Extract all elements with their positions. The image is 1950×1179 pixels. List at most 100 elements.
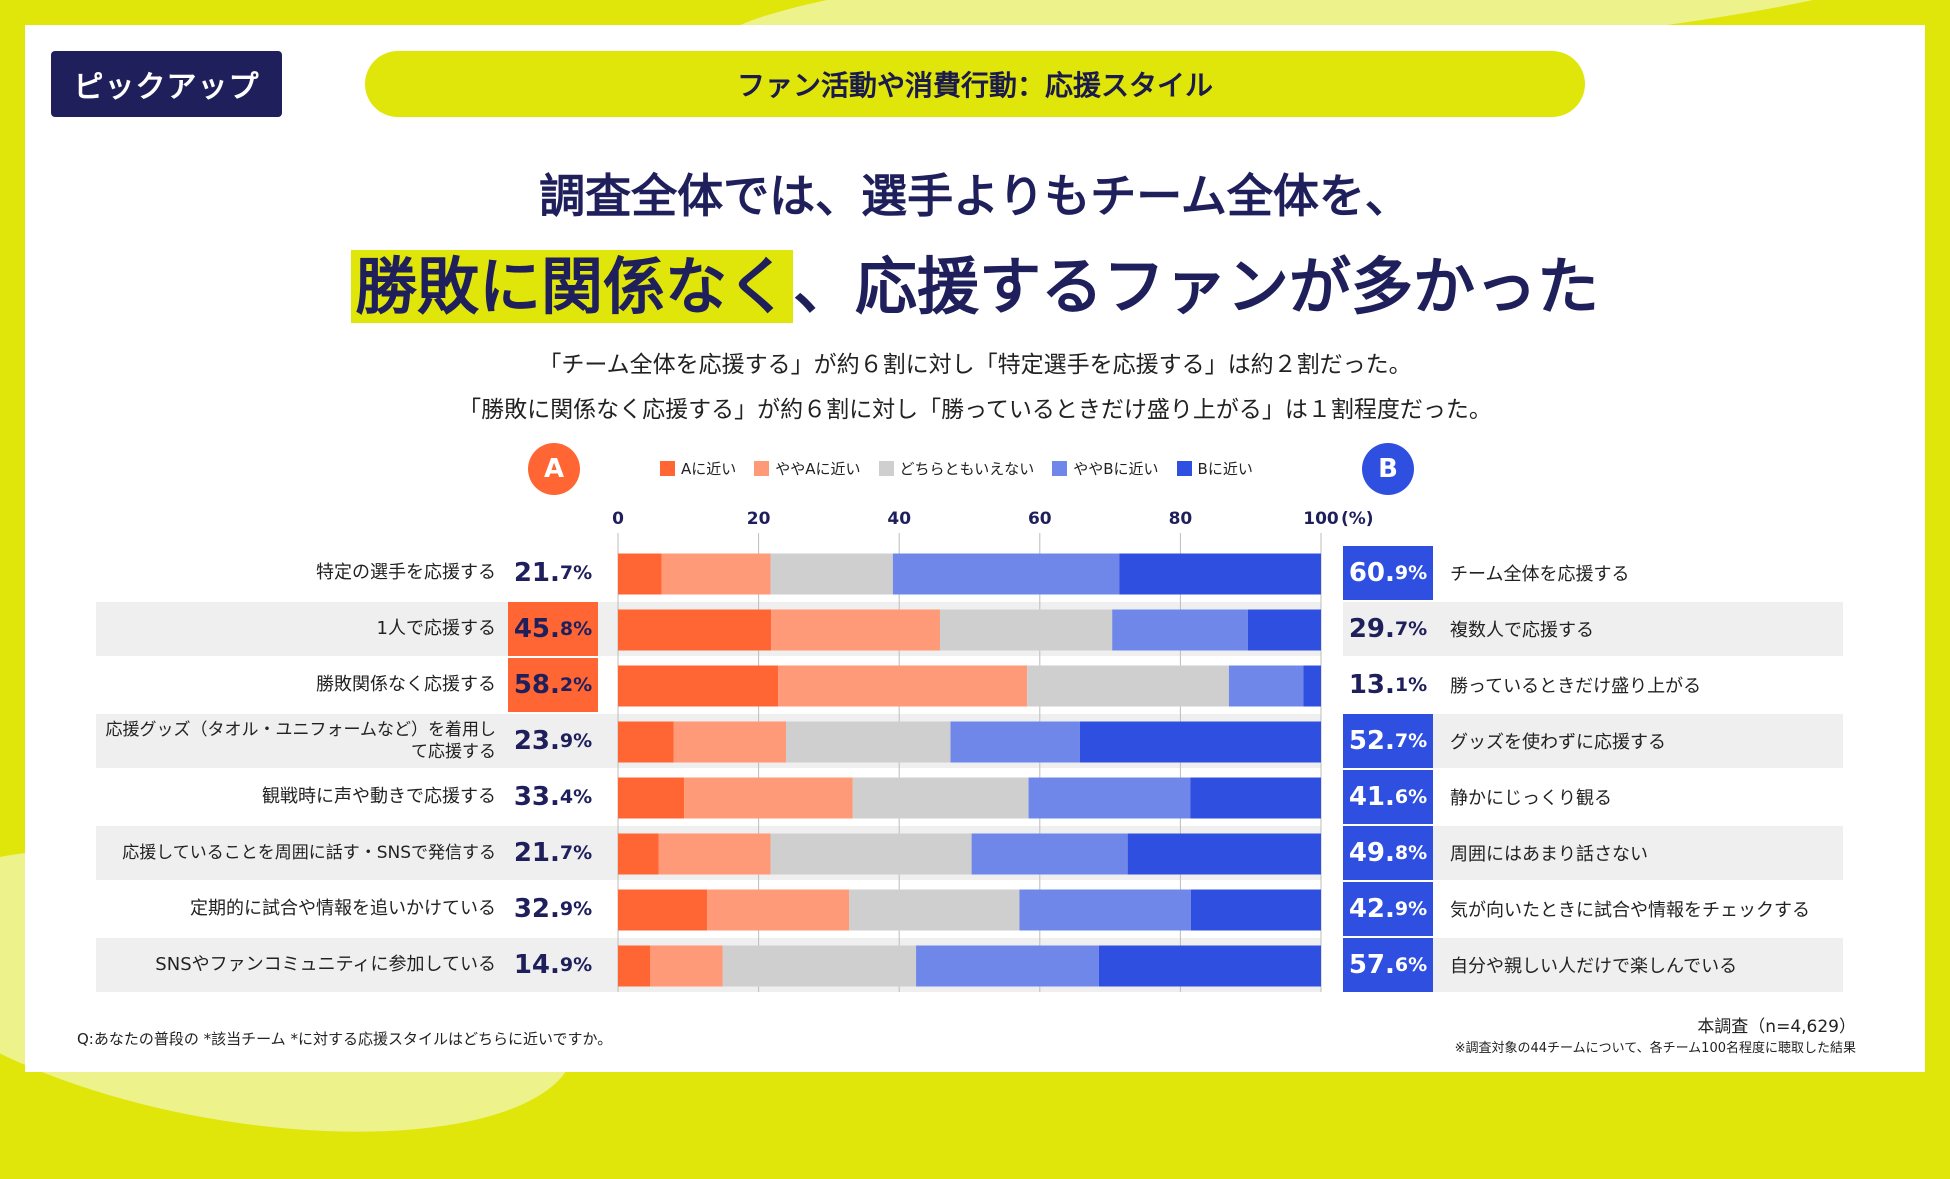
row-label-a: 応援グッズ（タオル・ユニフォームなど）を着用して応援する bbox=[105, 720, 497, 762]
bar-segment bbox=[673, 721, 787, 763]
bar-segment bbox=[1098, 945, 1321, 987]
value-a: 32. 9% bbox=[513, 894, 593, 924]
bar-segment bbox=[618, 889, 708, 931]
legend-label: Bに近い bbox=[1197, 460, 1253, 478]
bar-segment bbox=[722, 945, 917, 987]
legend-item: Bに近い bbox=[1176, 458, 1253, 479]
bar-segment bbox=[770, 553, 893, 595]
bar-segment bbox=[618, 609, 772, 651]
row-label-b: 気が向いたときに試合や情報をチェックする bbox=[1450, 900, 1810, 921]
bar-segment bbox=[1027, 665, 1229, 707]
value-b: 41. 6% bbox=[1343, 770, 1433, 824]
row-label-b: 複数人で応援する bbox=[1450, 620, 1594, 641]
bar-segment bbox=[1079, 721, 1321, 763]
value-b: 49. 8% bbox=[1343, 826, 1433, 880]
bar-segment bbox=[684, 777, 853, 819]
value-b: 42. 9% bbox=[1343, 882, 1433, 936]
bar-segment bbox=[1019, 889, 1191, 931]
bar-segment bbox=[852, 777, 1029, 819]
row-label-a: SNSやファンコミュニティに参加している bbox=[155, 954, 496, 975]
value-a: 14. 9% bbox=[513, 950, 593, 980]
x-tick-label: 60 bbox=[1028, 509, 1052, 529]
headline-highlight: 勝敗に関係なく bbox=[350, 250, 793, 323]
subtitle-line2: 「勝敗に関係なく応援する」が約６割に対し「勝っているときだけ盛り上がる」は１割程… bbox=[458, 397, 1492, 423]
row-label-a: 観戦時に声や動きで応援する bbox=[262, 786, 496, 807]
value-a: 23. 9% bbox=[513, 726, 593, 756]
bar-segment bbox=[950, 721, 1080, 763]
headline-line2: 勝敗に関係なく、応援するファンが多かった bbox=[0, 236, 1950, 326]
survey-size: 本調査（n=4,629） bbox=[1697, 1017, 1856, 1037]
pickup-badge: ピックアップ bbox=[51, 51, 282, 117]
chart-legend: Aに近い ややAに近い どちらともいえない ややBに近い Bに近い bbox=[660, 458, 1253, 479]
legend-swatch bbox=[1052, 461, 1068, 476]
legend-swatch bbox=[754, 461, 770, 476]
question-footnote: Q:あなたの普段の *該当チーム *に対する応援スタイルはどちらに近いですか。 bbox=[77, 1030, 613, 1048]
option-b-marker: B bbox=[1362, 443, 1414, 495]
survey-note: ※調査対象の44チームについて、各チーム100名程度に聴取した結果 bbox=[1454, 1041, 1856, 1056]
bar-segment bbox=[618, 553, 662, 595]
bar-segment bbox=[849, 889, 1020, 931]
row-label-a: 勝敗関係なく応援する bbox=[316, 674, 496, 695]
bar-segment bbox=[661, 553, 771, 595]
row-band bbox=[1343, 602, 1843, 656]
bar-segment bbox=[1112, 609, 1248, 651]
bar-segment bbox=[939, 609, 1113, 651]
bar-segment bbox=[618, 777, 685, 819]
legend-label: ややBに近い bbox=[1073, 460, 1159, 478]
bar-segment bbox=[971, 833, 1128, 875]
bar-segment bbox=[618, 833, 659, 875]
legend-swatch bbox=[660, 461, 675, 476]
row-label-b: チーム全体を応援する bbox=[1450, 564, 1630, 585]
row-label-b: 勝っているときだけ盛り上がる bbox=[1450, 676, 1702, 697]
value-b: 29. 7% bbox=[1348, 614, 1428, 644]
bar-segment bbox=[618, 665, 779, 707]
bar-segment bbox=[786, 721, 951, 763]
headline-line1: 調査全体では、選手よりもチーム全体を、 bbox=[539, 169, 1411, 223]
bar-segment bbox=[618, 945, 651, 987]
bar-segment bbox=[916, 945, 1099, 987]
bar-segment bbox=[1303, 665, 1321, 707]
x-axis-unit: (%) bbox=[1341, 509, 1374, 529]
legend-label: ややAに近い bbox=[775, 460, 861, 478]
bar-segment bbox=[771, 609, 940, 651]
legend-item: ややAに近い bbox=[754, 458, 861, 479]
value-b: 57. 6% bbox=[1343, 938, 1433, 992]
row-label-b: 周囲にはあまり話さない bbox=[1450, 844, 1648, 865]
legend-swatch bbox=[1176, 461, 1192, 476]
row-label-a: 1人で応援する bbox=[376, 618, 496, 639]
option-a-marker: A bbox=[528, 443, 580, 495]
x-tick-label: 20 bbox=[747, 509, 771, 529]
value-b: 60. 9% bbox=[1343, 546, 1433, 600]
value-a: 45. 8% bbox=[508, 602, 598, 656]
subtitle-line1: 「チーム全体を応援する」が約６割に対し「特定選手を応援する」は約２割だった。 bbox=[538, 352, 1412, 378]
x-tick-label: 0 bbox=[612, 509, 624, 529]
value-a: 33. 4% bbox=[513, 782, 593, 812]
headline-rest: 、応援するファンが多かった bbox=[793, 250, 1600, 323]
row-label-b: 静かにじっくり観る bbox=[1450, 788, 1612, 809]
legend-label: Aに近い bbox=[681, 460, 737, 478]
bar-segment bbox=[1028, 777, 1191, 819]
x-tick-label: 40 bbox=[887, 509, 911, 529]
value-a: 21. 7% bbox=[513, 838, 593, 868]
bar-segment bbox=[1247, 609, 1321, 651]
stacked-bar-chart: 0 20 40 60 80 100 (%) bbox=[612, 509, 1374, 992]
bar-segment bbox=[1190, 889, 1321, 931]
value-a: 21. 7% bbox=[513, 558, 593, 588]
legend-swatch bbox=[878, 461, 894, 476]
row-label-b: 自分や親しい人だけで楽しんでいる bbox=[1450, 956, 1738, 977]
bar-segment bbox=[770, 833, 972, 875]
bar-segment bbox=[707, 889, 850, 931]
value-a: 58. 2% bbox=[508, 658, 598, 712]
bar-segment bbox=[618, 721, 674, 763]
row-label-a: 応援していることを周囲に話す・SNSで発信する bbox=[122, 843, 496, 863]
row-label-a: 定期的に試合や情報を追いかけている bbox=[190, 898, 496, 919]
topic-banner: ファン活動や消費行動：応援スタイル bbox=[365, 51, 1585, 117]
legend-label: どちらともいえない bbox=[899, 460, 1035, 478]
row-label-b: グッズを使わずに応援する bbox=[1450, 732, 1666, 753]
bar-segment bbox=[1127, 833, 1321, 875]
row-label-a: 特定の選手を応援する bbox=[316, 562, 496, 583]
legend-item: どちらともいえない bbox=[878, 458, 1035, 479]
bar-segment bbox=[650, 945, 723, 987]
x-tick-label: 100 bbox=[1303, 509, 1339, 529]
bar-segment bbox=[778, 665, 1028, 707]
